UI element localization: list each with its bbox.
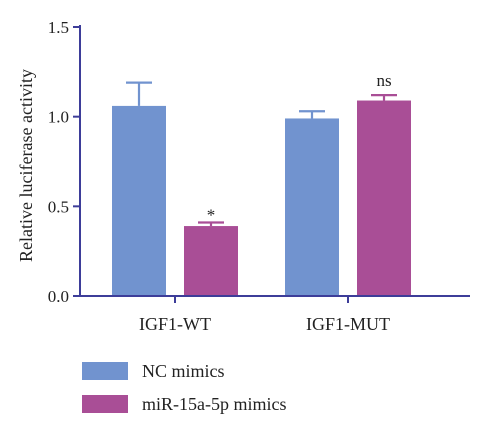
legend-label: miR-15a-5p mimics (142, 394, 286, 414)
chart-labels: 0.0 0.5 1.0 1.5 IGF1-WT IGF1-MUT Relative luci… (16, 18, 392, 334)
y-tick-label: 0.5 (48, 197, 69, 216)
bar-1-0 (285, 118, 339, 297)
y-axis-title: Relative luciferase activity (16, 69, 36, 262)
y-tick-label: 0.0 (48, 287, 69, 306)
x-category-label: IGF1-WT (139, 314, 211, 334)
y-tick-label: 1.5 (48, 18, 69, 37)
significance-label: * (207, 205, 216, 224)
chart-marks (112, 81, 411, 297)
chart-axes (73, 25, 470, 303)
y-tick-label: 1.0 (48, 108, 69, 127)
legend-swatch-1 (82, 395, 128, 413)
x-category-label: IGF1-MUT (306, 314, 390, 334)
bar-1-1 (357, 100, 411, 296)
legend-swatch-0 (82, 362, 128, 380)
significance-label: ns (376, 71, 391, 90)
legend-label: NC mimics (142, 361, 225, 381)
bar-0-1 (184, 226, 238, 296)
chart-legend: NC mimics miR-15a-5p mimics (82, 361, 286, 414)
bar-0-0 (112, 105, 166, 296)
